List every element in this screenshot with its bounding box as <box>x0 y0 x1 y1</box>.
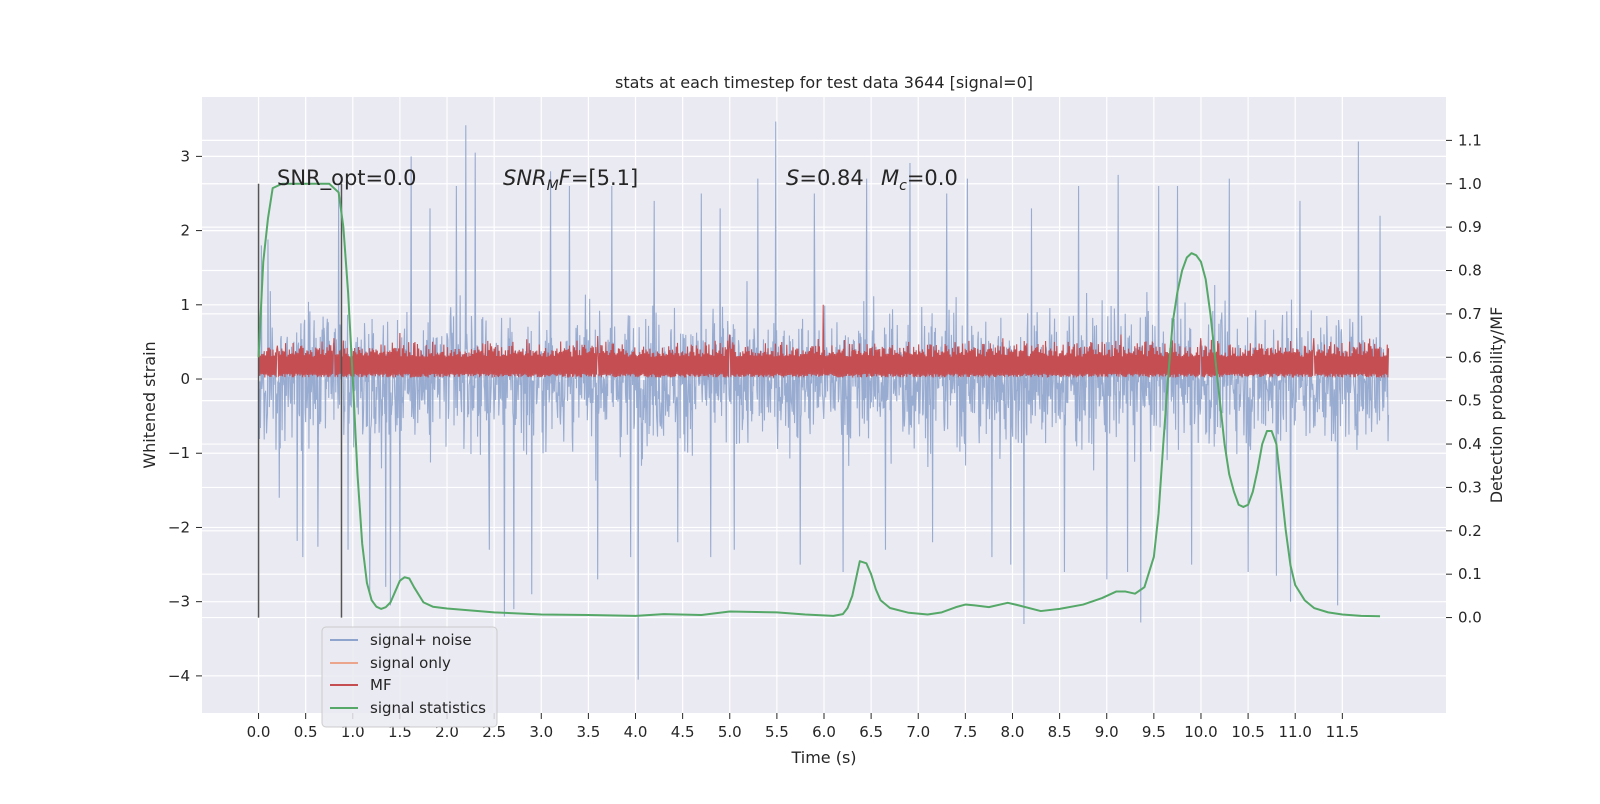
y2-tick-label-8: 0.3 <box>1458 478 1482 496</box>
y2-tick-label-5: 0.6 <box>1458 348 1482 366</box>
y2-tick-label-2: 0.9 <box>1458 218 1482 236</box>
x-axis-title: Time (s) <box>790 748 856 767</box>
x-tick-label-14: 7.0 <box>906 723 930 741</box>
x-tick-label-9: 4.5 <box>671 723 695 741</box>
signal-statistics-series <box>257 182 1381 618</box>
x-tick-label-17: 8.5 <box>1048 723 1072 741</box>
annotation-s-value: =0.84 <box>799 166 863 190</box>
y-tick-label-6: −3 <box>168 593 190 611</box>
legend-label-signal-only: signal only <box>370 654 451 672</box>
annotation-snr-opt: SNR_opt=0.0 <box>277 166 417 191</box>
x-tick-label-13: 6.5 <box>859 723 883 741</box>
legend-label-signal-noise: signal+ noise <box>370 631 472 649</box>
x-tick-label-19: 9.5 <box>1142 723 1166 741</box>
x-tick-label-23: 11.5 <box>1326 723 1359 741</box>
series-line-mf <box>258 304 1390 378</box>
annotation-snr-mf-base: SNR <box>503 166 547 190</box>
y2-tick-label-6: 0.5 <box>1458 392 1482 410</box>
y2-tick-label-4: 0.7 <box>1458 305 1482 323</box>
x-tick-label-6: 3.0 <box>529 723 553 741</box>
legend-label-signal-statistics: signal statistics <box>370 699 486 717</box>
mf-series <box>258 304 1390 378</box>
y-tick-label-2: 1 <box>180 296 190 314</box>
y2-tick-label-7: 0.4 <box>1458 435 1482 453</box>
x-tick-label-11: 5.5 <box>765 723 789 741</box>
y2-tick-label-10: 0.1 <box>1458 565 1482 583</box>
reference-lines <box>257 183 343 618</box>
x-tick-label-22: 11.0 <box>1279 723 1312 741</box>
x-tick-label-1: 0.5 <box>294 723 318 741</box>
annotation-snr-mf: SNRMF=[5.1] <box>503 166 638 194</box>
x-tick-label-8: 4.0 <box>624 723 648 741</box>
y-tick-label-5: −2 <box>168 518 190 536</box>
series-line-signal-statistics <box>257 182 1381 618</box>
y2-tick-label-0: 1.1 <box>1458 131 1482 149</box>
x-tick-label-7: 3.5 <box>576 723 600 741</box>
y2-tick-label-3: 0.8 <box>1458 262 1482 280</box>
y-axis-title: Whitened strain <box>140 341 159 468</box>
legend-box <box>321 626 498 728</box>
y2-tick-label-9: 0.2 <box>1458 522 1482 540</box>
y2-tick-label-11: 0.0 <box>1458 609 1482 627</box>
signal-noise-series <box>258 121 1390 680</box>
x-tick-label-18: 9.0 <box>1095 723 1119 741</box>
axis-ticks: 0.0 0.5 1.0 1.5 2.0 2.5 3.0 3.5 4.0 4.5 5.0 5.5 6.0 6… <box>168 131 1482 741</box>
series-line-signal-noise <box>258 121 1390 680</box>
annotation-snr-mf-rest: F <box>559 166 572 190</box>
x-tick-label-12: 6.0 <box>812 723 836 741</box>
annotation-mc-value: =0.0 <box>907 166 958 190</box>
y-tick-label-7: −4 <box>168 667 190 685</box>
y-tick-label-4: −1 <box>168 444 190 462</box>
x-tick-label-10: 5.0 <box>718 723 742 741</box>
annotation-snr-mf-value: =[5.1] <box>571 166 638 190</box>
annotation-snr-mf-sub: M <box>547 178 559 194</box>
y-tick-label-3: 0 <box>180 370 190 388</box>
chart-title: stats at each timestep for test data 364… <box>615 73 1033 92</box>
y-tick-label-1: 2 <box>180 222 190 240</box>
annotation-mc: Mc=0.0 <box>881 166 958 194</box>
x-tick-label-21: 10.5 <box>1231 723 1264 741</box>
legend-label-mf: MF <box>370 676 392 694</box>
x-tick-label-15: 7.5 <box>953 723 977 741</box>
annotation-mc-sub: c <box>899 178 907 194</box>
annotation-s: S=0.84 <box>786 166 864 190</box>
y2-tick-label-1: 1.0 <box>1458 175 1482 193</box>
x-tick-label-0: 0.0 <box>247 723 271 741</box>
annotation-s-var: S <box>786 166 799 190</box>
x-tick-label-16: 8.0 <box>1001 723 1025 741</box>
annotation-mc-var: M <box>881 166 899 190</box>
y2-axis-title: Detection probability/MF <box>1487 307 1506 504</box>
x-tick-label-20: 10.0 <box>1184 723 1217 741</box>
y-tick-label-0: 3 <box>180 147 190 165</box>
legend: signal+ noise signal only MF signal stat… <box>321 626 498 728</box>
